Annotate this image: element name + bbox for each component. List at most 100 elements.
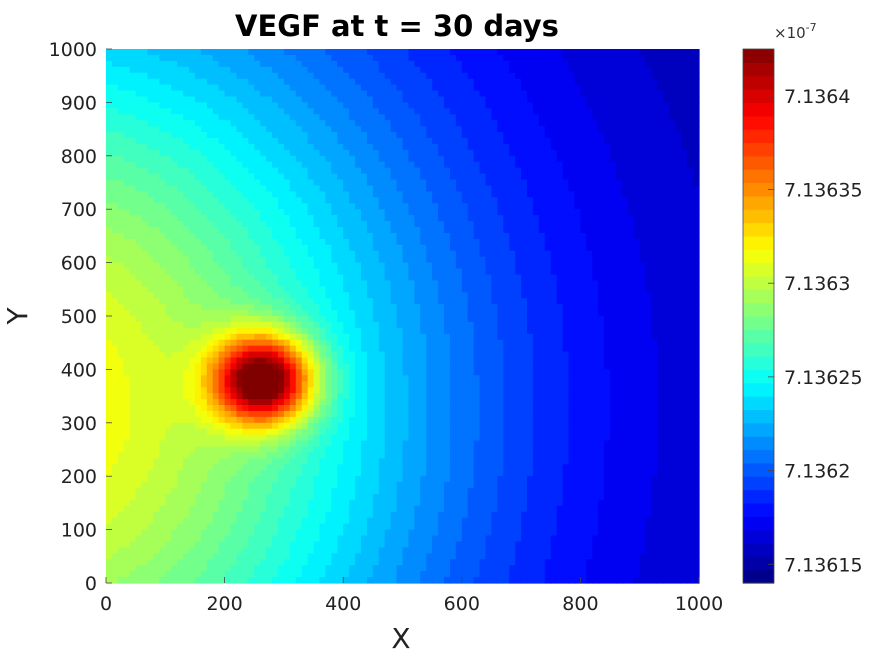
heatmap-cell — [604, 209, 611, 216]
heatmap-cell — [206, 197, 214, 204]
heatmap-cell — [117, 227, 125, 234]
heatmap-cell — [147, 333, 155, 341]
heatmap-cell — [473, 66, 481, 74]
heatmap-cell — [106, 96, 113, 103]
heatmap-cell — [153, 66, 160, 74]
heatmap-cell — [449, 84, 457, 92]
heatmap-cell — [159, 161, 166, 169]
heatmap-cell — [355, 78, 362, 86]
heatmap-cell — [123, 143, 131, 151]
heatmap-cell — [473, 316, 481, 323]
heatmap-cell — [147, 49, 155, 56]
heatmap-cell — [479, 90, 487, 98]
heatmap-cell — [532, 179, 540, 187]
heatmap-cell — [272, 54, 279, 62]
heatmap-cell — [532, 161, 540, 169]
heatmap-cell — [455, 143, 463, 151]
heatmap-cell — [325, 96, 332, 103]
heatmap-cell — [129, 155, 137, 163]
heatmap-cell — [283, 84, 291, 92]
heatmap-cell — [604, 78, 611, 86]
heatmap-cell — [532, 280, 540, 287]
heatmap-cell — [568, 138, 576, 145]
heatmap-cell — [479, 66, 487, 74]
heatmap-cell — [206, 244, 214, 252]
heatmap-cell — [295, 286, 303, 293]
heatmap-cell — [378, 333, 386, 341]
heatmap-cell — [657, 72, 665, 80]
heatmap-cell — [651, 333, 659, 341]
heatmap-cell — [289, 143, 297, 151]
heatmap-cell — [360, 298, 368, 305]
heatmap-cell — [521, 132, 528, 139]
heatmap-cell — [206, 143, 214, 151]
heatmap-cell — [301, 66, 309, 74]
heatmap-cell — [254, 274, 261, 281]
heatmap-cell — [521, 280, 528, 287]
heatmap-cell — [372, 143, 380, 151]
heatmap-cell — [645, 327, 653, 335]
heatmap-cell — [153, 96, 160, 103]
heatmap-cell — [283, 298, 291, 305]
heatmap-cell — [449, 310, 457, 317]
heatmap-cell — [467, 339, 475, 347]
heatmap-cell — [171, 54, 178, 62]
heatmap-cell — [586, 321, 593, 329]
heatmap-cell — [592, 244, 599, 252]
heatmap-cell — [467, 54, 475, 62]
heatmap-cell — [503, 132, 510, 139]
heatmap-cell — [212, 292, 220, 299]
heatmap-cell — [527, 114, 534, 121]
heatmap-cell — [206, 268, 214, 276]
heatmap-cell — [355, 191, 362, 198]
heatmap-cell — [111, 250, 119, 258]
heatmap-cell — [621, 90, 629, 98]
heatmap-cell — [473, 84, 481, 92]
heatmap-cell — [438, 84, 445, 92]
heatmap-cell — [165, 90, 172, 98]
heatmap-cell — [497, 310, 504, 317]
heatmap-cell — [432, 90, 439, 98]
heatmap-cell — [236, 256, 243, 264]
heatmap-cell — [663, 149, 670, 157]
heatmap-cell — [200, 96, 208, 103]
heatmap-cell — [414, 90, 421, 98]
heatmap-cell — [414, 327, 421, 335]
heatmap-cell — [615, 179, 623, 187]
heatmap-cell — [657, 138, 665, 145]
heatmap-cell — [426, 126, 433, 133]
heatmap-cell — [467, 221, 475, 228]
heatmap-cell — [467, 203, 475, 210]
heatmap-cell — [384, 114, 392, 121]
heatmap-cell — [687, 244, 694, 252]
heatmap-cell — [325, 143, 332, 151]
heatmap-cell — [532, 244, 540, 252]
heatmap-cell — [574, 78, 581, 86]
heatmap-cell — [509, 221, 516, 228]
heatmap-cell — [106, 179, 113, 187]
heatmap-cell — [183, 138, 190, 145]
heatmap-cell — [177, 339, 184, 347]
heatmap-cell — [355, 339, 362, 347]
heatmap-cell — [503, 143, 510, 151]
heatmap-cell — [111, 310, 119, 317]
heatmap-cell — [325, 78, 332, 86]
heatmap-cell — [693, 298, 700, 305]
heatmap-cell — [544, 49, 552, 56]
heatmap-cell — [200, 286, 208, 293]
heatmap-cell — [242, 316, 249, 323]
heatmap-cell — [194, 78, 202, 86]
heatmap-cell — [135, 143, 143, 151]
heatmap-cell — [414, 114, 421, 121]
heatmap-cell — [633, 90, 641, 98]
heatmap-cell — [544, 268, 552, 276]
heatmap-cell — [633, 333, 641, 341]
heatmap-cell — [681, 126, 688, 133]
heatmap-cell — [248, 227, 255, 234]
heatmap-cell — [260, 60, 267, 68]
heatmap-cell — [515, 298, 522, 305]
heatmap-cell — [604, 197, 611, 204]
heatmap-cell — [455, 221, 463, 228]
heatmap-cell — [663, 185, 670, 192]
heatmap-cell — [420, 161, 427, 169]
